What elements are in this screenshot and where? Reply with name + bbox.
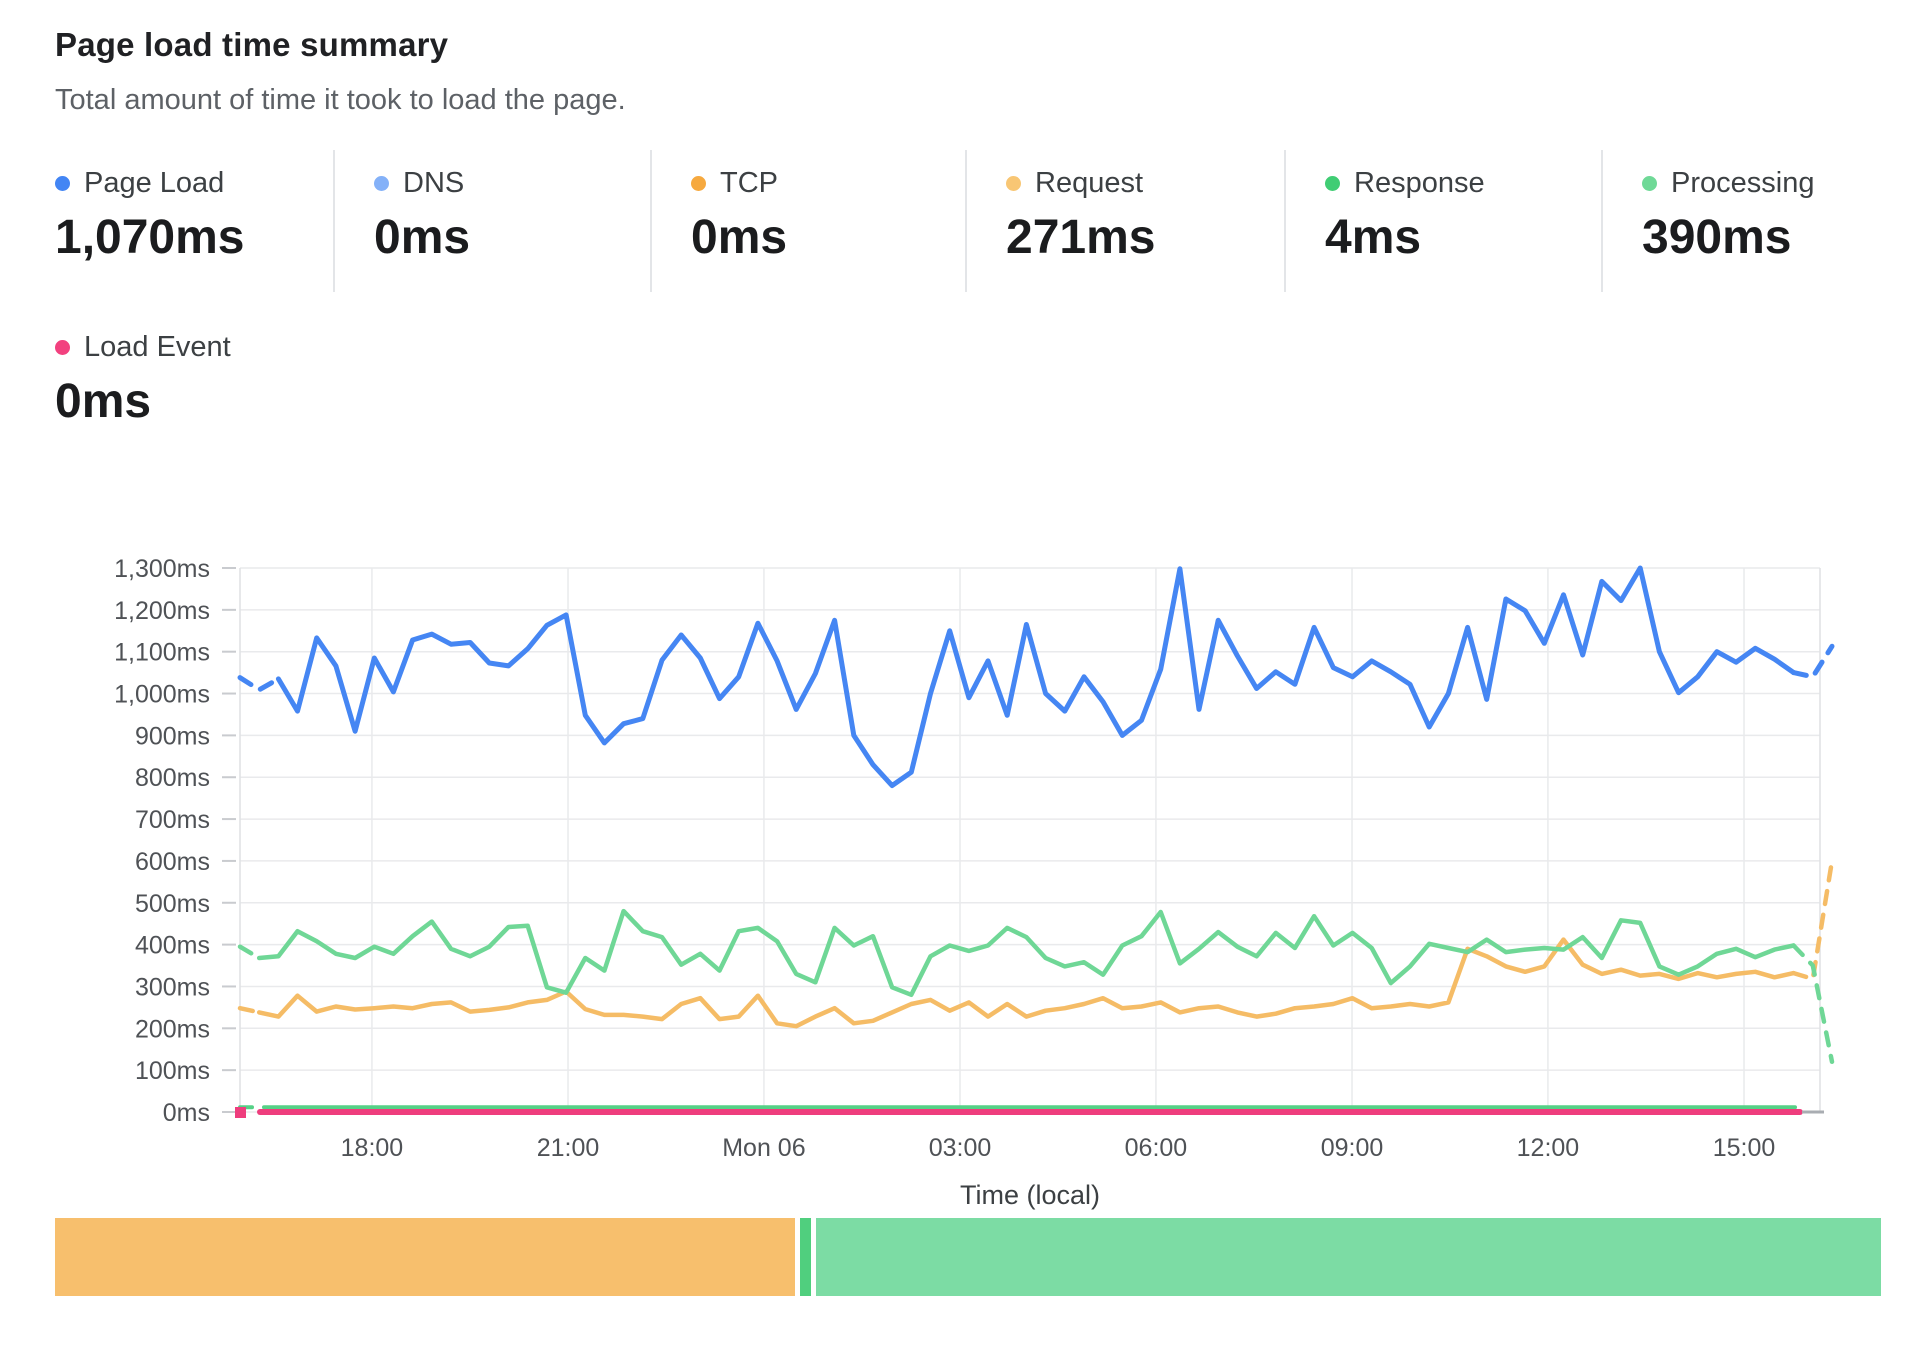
metric-dns: DNS 0ms: [333, 150, 650, 292]
tcp-legend-dot: [691, 175, 706, 191]
metric-page-load: Page Load 1,070ms: [55, 150, 333, 292]
metric-load-event: Load Event 0ms: [55, 330, 231, 472]
metric-request: Request 271ms: [965, 150, 1284, 292]
y-axis-label: 700ms: [135, 806, 210, 834]
metric-value-response: 4ms: [1325, 211, 1422, 264]
metric-value-page-load: 1,070ms: [55, 211, 245, 264]
page-title: Page load time summary: [55, 26, 449, 63]
metric-label-processing: Processing: [1671, 166, 1815, 199]
x-axis-label: 18:00: [341, 1134, 404, 1162]
y-axis-label: 300ms: [135, 973, 210, 1001]
dns-legend-dot: [374, 175, 389, 191]
series-line-processing: [256, 908, 1796, 998]
x-axis-label: Mon 06: [722, 1134, 805, 1162]
y-axis-label: 800ms: [135, 764, 210, 792]
metric-label-request: Request: [1035, 166, 1144, 199]
x-axis-label: 12:00: [1517, 1134, 1580, 1162]
metric-value-dns: 0ms: [374, 211, 471, 264]
bar-segment-request: [55, 1218, 796, 1296]
y-axis-label: 900ms: [135, 722, 210, 750]
metric-response: Response 4ms: [1284, 150, 1601, 292]
processing-legend-dot: [1642, 175, 1657, 191]
x-axis-label: 15:00: [1713, 1134, 1776, 1162]
response-legend-dot: [1325, 175, 1340, 191]
metric-label-tcp: TCP: [720, 166, 778, 199]
x-axis-label: 21:00: [537, 1134, 600, 1162]
series-line-request: [256, 937, 1796, 1029]
series-dash-tail-processing: [1791, 943, 1835, 1065]
y-axis-label: 1,000ms: [114, 681, 210, 709]
metric-tcp: TCP 0ms: [650, 150, 965, 292]
chart-area: 0ms 100ms 200ms 300ms 400ms 500ms 600ms 700ms 80…: [0, 430, 1910, 1230]
metric-value-request: 271ms: [1006, 211, 1156, 264]
y-axis-label: 200ms: [135, 1015, 210, 1043]
metric-label-response: Response: [1354, 166, 1485, 199]
page-subtitle: Total amount of time it took to load the…: [55, 84, 626, 116]
metric-label-load-event: Load Event: [84, 330, 231, 363]
load-event-legend-dot: [55, 339, 70, 355]
page-load-legend-dot: [55, 175, 70, 191]
x-axis-label: 06:00: [1125, 1134, 1188, 1162]
series-dash-head-processing: [237, 944, 262, 961]
x-axis-label: 09:00: [1321, 1134, 1384, 1162]
metric-value-load-event: 0ms: [55, 375, 152, 428]
y-axis-label: 1,100ms: [114, 639, 210, 667]
series-dash-head-request: [237, 1005, 262, 1015]
metrics-row: Page Load 1,070ms DNS 0ms TCP 0ms Reques…: [55, 150, 1885, 292]
x-axis-label: 03:00: [929, 1134, 992, 1162]
bar-segment-response: [800, 1218, 811, 1296]
request-legend-dot: [1006, 175, 1021, 191]
series-dash-head-page-load: [237, 675, 281, 693]
y-axis-label: 0ms: [163, 1099, 210, 1127]
y-axis-label: 100ms: [135, 1057, 210, 1085]
series-dash-tail-request: [1791, 858, 1835, 982]
y-axis-label: 1,200ms: [114, 597, 210, 625]
metric-value-tcp: 0ms: [691, 211, 788, 264]
metric-value-processing: 390ms: [1642, 211, 1792, 264]
load-event-start-marker: [235, 1107, 246, 1118]
series-line-page-load: [275, 565, 1797, 789]
chart-svg: 0ms 100ms 200ms 300ms 400ms 500ms 600ms 700ms 80…: [114, 555, 1835, 1210]
metric-label-page-load: Page Load: [84, 166, 225, 199]
metric-processing: Processing 390ms: [1601, 150, 1885, 292]
y-axis-label: 500ms: [135, 890, 210, 918]
x-axis-title: Time (local): [960, 1180, 1100, 1210]
series-dash-tail-page-load: [1791, 643, 1835, 680]
breakdown-bar: [55, 1218, 1881, 1296]
y-axis-label: 600ms: [135, 848, 210, 876]
y-axis-label: 1,300ms: [114, 555, 210, 583]
y-axis-label: 400ms: [135, 932, 210, 960]
metric-label-dns: DNS: [403, 166, 465, 199]
bar-segment-processing: [815, 1218, 1881, 1296]
